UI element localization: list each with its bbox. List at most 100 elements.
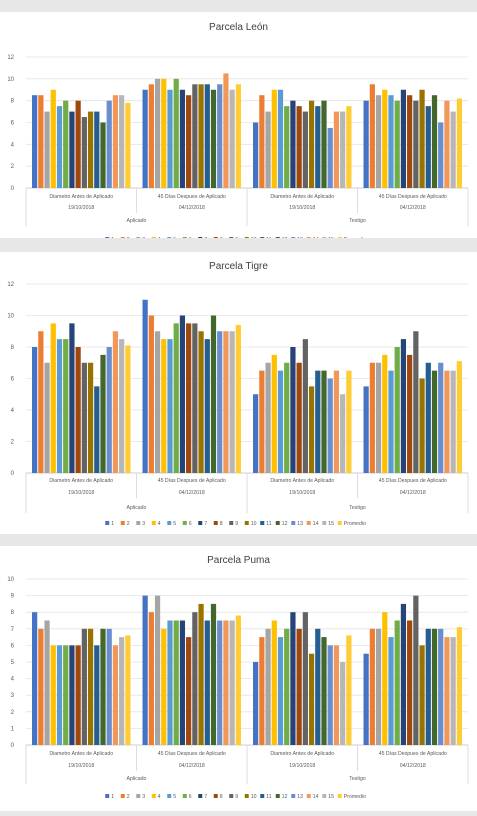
bar bbox=[87, 628, 94, 745]
bar bbox=[198, 331, 204, 473]
y-tick-label: 4 bbox=[11, 677, 15, 683]
y-tick-label: 6 bbox=[11, 377, 15, 383]
bar bbox=[271, 620, 277, 745]
bar bbox=[100, 354, 106, 473]
bar bbox=[253, 662, 259, 745]
y-tick-label: 10 bbox=[7, 314, 14, 320]
legend-label: 14 bbox=[313, 237, 319, 238]
legend-swatch bbox=[244, 237, 249, 241]
x-category-label: Diametro Antes de Aplicado bbox=[270, 751, 334, 757]
legend-swatch bbox=[275, 521, 280, 525]
bar bbox=[315, 370, 321, 473]
x-date-label: 19/10/2018 bbox=[289, 763, 315, 769]
bar bbox=[388, 637, 394, 745]
x-date-label: 04/12/2018 bbox=[179, 490, 205, 496]
bar bbox=[173, 620, 179, 745]
bar bbox=[69, 323, 75, 473]
bar bbox=[100, 628, 106, 745]
bar bbox=[210, 315, 217, 473]
x-category-label: 45 Días Despues de Aplicado bbox=[158, 751, 226, 757]
legend-label: 1 bbox=[111, 521, 114, 527]
legend-label: 11 bbox=[266, 237, 271, 238]
legend-swatch bbox=[136, 521, 141, 525]
bar bbox=[192, 323, 198, 473]
bar bbox=[154, 595, 161, 745]
x-date-label: 19/10/2018 bbox=[289, 490, 315, 496]
legend-label: 15 bbox=[328, 794, 334, 800]
chart-title: Parcela León bbox=[209, 22, 268, 33]
bar bbox=[75, 347, 81, 473]
bar bbox=[302, 339, 308, 473]
y-tick-label: 0 bbox=[11, 471, 15, 477]
bar bbox=[363, 100, 369, 188]
legend-swatch bbox=[229, 794, 234, 798]
bar bbox=[217, 84, 223, 188]
bar bbox=[56, 106, 63, 188]
bar bbox=[50, 323, 56, 473]
bar bbox=[192, 84, 198, 188]
legend-label: 11 bbox=[266, 794, 271, 800]
legend-label: 15 bbox=[328, 237, 334, 238]
bar bbox=[94, 386, 100, 473]
bar bbox=[32, 612, 38, 745]
bar bbox=[154, 78, 161, 188]
bar bbox=[333, 111, 340, 188]
bar bbox=[394, 347, 400, 473]
bar bbox=[38, 95, 44, 188]
bar bbox=[142, 299, 148, 473]
legend-swatch bbox=[120, 237, 125, 241]
bar bbox=[400, 603, 407, 745]
legend-label: 7 bbox=[204, 237, 207, 238]
bar bbox=[167, 89, 173, 188]
bar bbox=[407, 620, 413, 745]
bar bbox=[327, 645, 333, 745]
bar bbox=[229, 331, 235, 473]
bar bbox=[204, 620, 210, 745]
x-group-label: Testigo bbox=[349, 776, 366, 782]
x-category-label: 45 Días Despues de Aplicado bbox=[158, 478, 226, 484]
legend-swatch bbox=[260, 521, 265, 525]
bar bbox=[271, 354, 277, 473]
legend-label: 9 bbox=[235, 521, 238, 527]
y-tick-label: 2 bbox=[11, 440, 15, 446]
bar bbox=[259, 95, 265, 188]
bar bbox=[44, 620, 50, 745]
bar bbox=[119, 339, 125, 473]
legend-label: 2 bbox=[127, 794, 130, 800]
legend-swatch bbox=[120, 794, 125, 798]
y-tick-label: 4 bbox=[11, 142, 15, 148]
bar bbox=[44, 362, 50, 473]
bar bbox=[308, 100, 315, 188]
bar bbox=[44, 111, 50, 188]
x-category-label: 45 Días Despues de Aplicado bbox=[379, 751, 447, 757]
bar bbox=[290, 100, 296, 188]
bar bbox=[302, 111, 308, 188]
bar bbox=[333, 370, 340, 473]
legend-swatch bbox=[182, 237, 187, 241]
bar bbox=[161, 78, 167, 188]
bar bbox=[87, 362, 94, 473]
bar bbox=[81, 117, 87, 188]
bar bbox=[346, 635, 352, 745]
bar bbox=[375, 95, 382, 188]
x-category-label: Diametro Antes de Aplicado bbox=[49, 194, 113, 200]
legend-label: 10 bbox=[251, 521, 257, 527]
bar bbox=[438, 362, 444, 473]
legend-label: 4 bbox=[158, 237, 161, 238]
bar bbox=[388, 370, 394, 473]
legend-label: 7 bbox=[204, 794, 207, 800]
legend-swatch bbox=[275, 794, 280, 798]
bar bbox=[363, 653, 369, 745]
legend-swatch bbox=[337, 521, 342, 525]
legend-label: 6 bbox=[189, 237, 192, 238]
legend-swatch bbox=[213, 237, 218, 241]
bar bbox=[229, 620, 235, 745]
bar bbox=[119, 95, 125, 188]
legend-label: 5 bbox=[173, 237, 176, 238]
legend-swatch bbox=[151, 521, 156, 525]
legend-label: 3 bbox=[142, 237, 145, 238]
y-tick-label: 9 bbox=[11, 594, 15, 600]
bar bbox=[235, 84, 241, 188]
bar bbox=[431, 370, 438, 473]
